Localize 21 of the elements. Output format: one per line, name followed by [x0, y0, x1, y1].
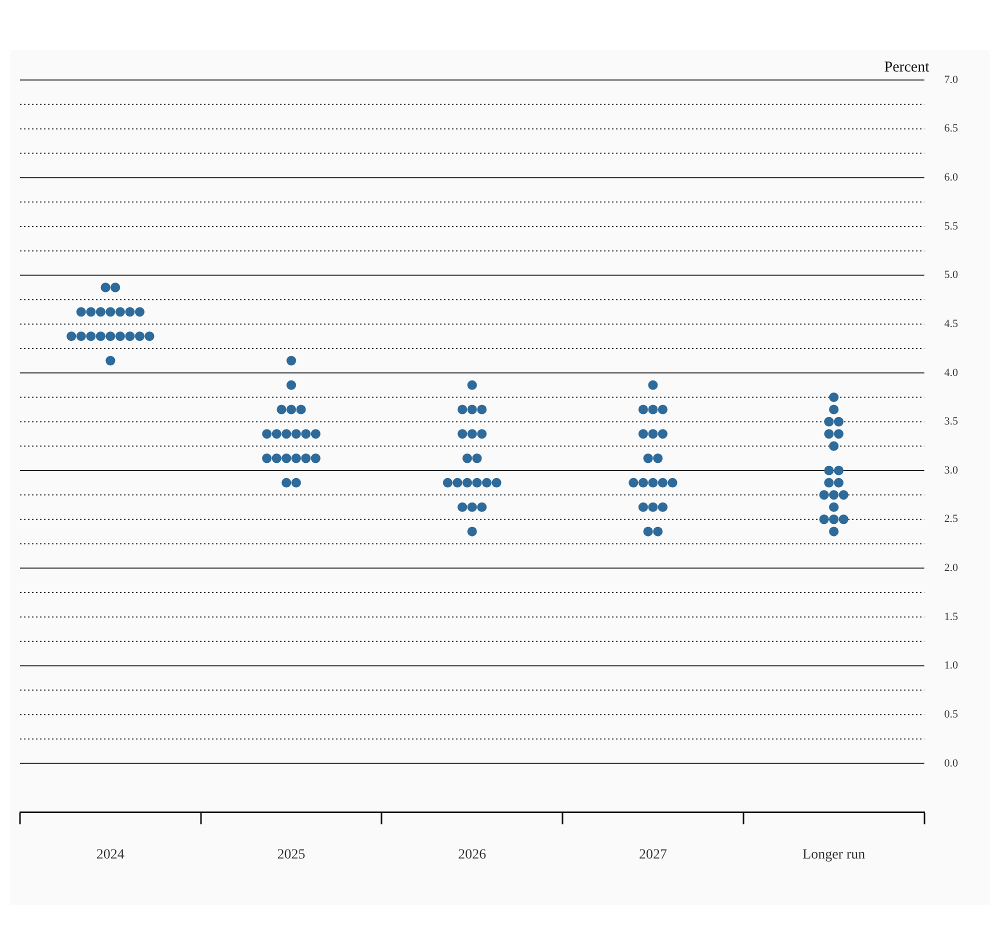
y-tick-label: 5.0 [944, 269, 958, 282]
y-tick-label: 4.0 [944, 366, 958, 379]
y-tick-label: 2.5 [944, 513, 958, 526]
y-tick-label: 7.0 [944, 74, 958, 86]
x-tick-label: 2024 [96, 847, 124, 862]
y-tick-label: 0.0 [944, 757, 958, 770]
y-tick-label: 1.5 [944, 610, 958, 623]
y-tick-label: 6.0 [944, 172, 958, 184]
x-tick-label: 2027 [638, 847, 667, 862]
y-tick-label: 4.5 [944, 318, 958, 330]
x-tick-label: 2025 [277, 847, 306, 862]
x-tick-label: Longer run [802, 847, 866, 862]
y-tick-label: 1.0 [944, 660, 958, 672]
x-tick-label: 2026 [458, 847, 486, 862]
y-tick-label: 5.5 [944, 220, 958, 232]
y-tick-label: 2.0 [944, 562, 958, 574]
y-tick-label: 0.5 [944, 708, 958, 720]
y-axis-title: Percent [884, 59, 930, 76]
y-tick-label: 3.0 [944, 464, 958, 476]
y-tick-label: 3.5 [944, 416, 958, 428]
y-tick-label: 6.5 [944, 122, 958, 135]
